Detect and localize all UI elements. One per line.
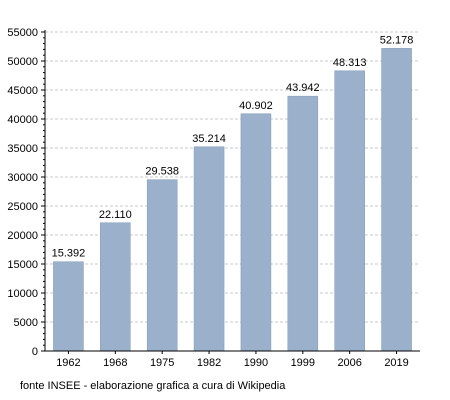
bar-1968 xyxy=(100,222,131,352)
bar-1990 xyxy=(240,113,272,352)
y-tick-label: 20000 xyxy=(7,230,38,242)
y-tick-label: 5000 xyxy=(14,317,38,329)
x-tick-label-2019: 2019 xyxy=(384,357,408,369)
data-label-2006: 48.313 xyxy=(333,57,367,69)
bar-2019 xyxy=(381,48,412,352)
data-label-1990: 40.902 xyxy=(239,100,273,112)
y-tick-label: 45000 xyxy=(7,85,38,97)
bar-1962 xyxy=(53,261,84,352)
y-tick-label: 55000 xyxy=(7,27,38,39)
y-tick-label: 50000 xyxy=(7,56,38,68)
data-label-1975: 29.538 xyxy=(145,166,179,178)
data-label-1962: 15.392 xyxy=(52,248,86,260)
x-tick-label-1982: 1982 xyxy=(197,357,221,369)
bar-1975 xyxy=(146,179,178,352)
y-tick-label: 35000 xyxy=(7,143,38,155)
y-tick-label: 0 xyxy=(32,346,38,358)
y-tick-label: 40000 xyxy=(7,114,38,126)
x-tick-label-1990: 1990 xyxy=(244,357,268,369)
bar-1999 xyxy=(287,95,319,352)
y-tick-label: 10000 xyxy=(7,288,38,300)
labels: 0 5000 10000 15000 20000 25000 30000 35000 40000… xyxy=(7,27,413,369)
bars xyxy=(53,48,412,352)
x-tick-label-1962: 1962 xyxy=(56,357,80,369)
data-label-1968: 22.110 xyxy=(99,209,132,221)
x-tick-label-1999: 1999 xyxy=(291,357,315,369)
axes xyxy=(41,30,420,354)
y-tick-label: 15000 xyxy=(7,259,38,271)
x-tick-label-2006: 2006 xyxy=(337,357,361,369)
data-label-1999: 43.942 xyxy=(286,82,320,94)
x-tick-label-1975: 1975 xyxy=(150,357,174,369)
y-tick-label: 25000 xyxy=(7,201,38,213)
bar-2006 xyxy=(334,70,365,352)
bar-1982 xyxy=(193,146,225,352)
x-tick-label-1968: 1968 xyxy=(103,357,127,369)
y-tick-label: 30000 xyxy=(7,172,38,184)
data-label-2019: 52.178 xyxy=(380,34,414,46)
source-note: fonte INSEE - elaborazione grafica a cur… xyxy=(20,380,286,392)
data-label-1982: 35.214 xyxy=(192,133,226,145)
